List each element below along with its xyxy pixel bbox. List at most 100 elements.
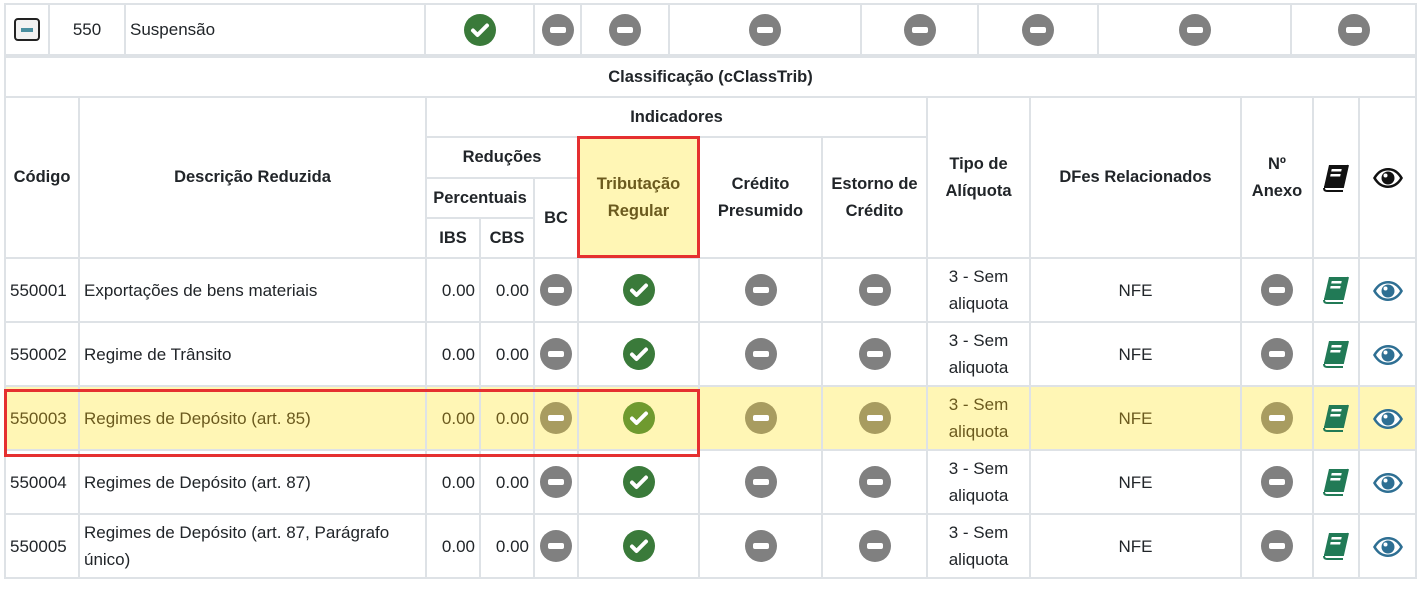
group-row-table: 550 Suspensão <box>4 3 1417 56</box>
eye-icon[interactable] <box>1372 280 1404 302</box>
header-codigo: Código <box>4 96 80 259</box>
header-book <box>1312 96 1360 259</box>
minus-circle-icon <box>1178 13 1211 46</box>
book-icon[interactable] <box>1322 467 1350 497</box>
credito-presumido-cell <box>698 257 823 323</box>
header-credito-presumido: Crédito Presumido <box>698 136 823 259</box>
check-icon <box>622 274 655 306</box>
minus-circle-icon <box>540 274 572 306</box>
eye-icon[interactable] <box>1372 344 1404 366</box>
book-button[interactable] <box>1312 321 1360 387</box>
cbs-cell: 0.00 <box>479 385 535 451</box>
minus-circle-icon <box>1022 13 1054 46</box>
tributacao-cell <box>577 449 700 515</box>
descricao-cell: Regimes de Depósito (art. 85) <box>78 385 427 451</box>
ibs-cell: 0.00 <box>425 321 481 387</box>
minus-circle-icon <box>744 466 777 498</box>
header-anexo: Nº Anexo <box>1240 96 1314 259</box>
view-button[interactable] <box>1357 257 1418 323</box>
minus-circle-icon <box>744 530 777 562</box>
estorno-cell <box>821 513 928 579</box>
group-indicator-cell <box>424 3 535 56</box>
minus-circle-icon <box>858 338 891 370</box>
minus-circle-icon <box>1261 402 1293 434</box>
eye-icon[interactable] <box>1372 536 1404 558</box>
minus-circle-icon <box>744 274 777 306</box>
anexo-cell <box>1240 385 1314 451</box>
eye-icon <box>1372 167 1403 188</box>
anexo-cell <box>1240 257 1314 323</box>
tributacao-cell <box>577 513 700 579</box>
estorno-cell <box>821 449 928 515</box>
ibs-cell: 0.00 <box>425 513 481 579</box>
check-icon <box>622 466 655 498</box>
cbs-cell: 0.00 <box>479 513 535 579</box>
book-icon[interactable] <box>1322 403 1350 433</box>
book-button[interactable] <box>1312 385 1360 451</box>
minus-circle-icon <box>903 13 936 46</box>
view-button[interactable] <box>1357 513 1418 579</box>
descricao-cell: Exportações de bens materiais <box>78 257 427 323</box>
group-row: 550 Suspensão <box>4 3 1417 56</box>
group-indicator-cell <box>533 3 582 56</box>
estorno-cell <box>821 257 928 323</box>
table-row: 550002 Regime de Trânsito 0.00 0.00 3 - … <box>4 321 1418 387</box>
minus-circle-icon <box>744 402 777 434</box>
header-estorno: Estorno de Crédito <box>821 136 928 259</box>
check-icon <box>622 530 655 562</box>
header-descricao: Descrição Reduzida <box>78 96 427 259</box>
header-indicadores: Indicadores <box>425 96 928 138</box>
book-icon <box>1323 164 1349 192</box>
tipo-aliquota-cell: 3 - Sem aliquota <box>926 321 1031 387</box>
minus-circle-icon <box>540 338 572 370</box>
bc-cell <box>533 321 579 387</box>
bc-cell <box>533 513 579 579</box>
minus-circle-icon <box>1261 530 1293 562</box>
dfes-cell: NFE <box>1029 321 1242 387</box>
codigo-cell: 550003 <box>4 385 80 451</box>
minus-circle-icon <box>744 338 777 370</box>
credito-presumido-cell <box>698 513 823 579</box>
classification-title: Classificação (cClassTrib) <box>3 56 1418 98</box>
header-cbs: CBS <box>479 217 535 259</box>
credito-presumido-cell <box>698 321 823 387</box>
minus-circle-icon <box>858 530 891 562</box>
view-button[interactable] <box>1357 449 1418 515</box>
book-icon[interactable] <box>1322 339 1350 369</box>
collapse-toggle-button[interactable] <box>14 18 40 41</box>
ibs-cell: 0.00 <box>425 257 481 323</box>
group-indicator-cell <box>860 3 979 56</box>
minus-circle-icon <box>749 13 781 46</box>
group-indicator-cell <box>1097 3 1292 56</box>
header-reducoes: Reduções <box>425 136 579 179</box>
table-row: 550001 Exportações de bens materiais 0.0… <box>4 257 1418 323</box>
check-icon <box>622 338 655 370</box>
book-icon[interactable] <box>1322 275 1350 305</box>
check-icon <box>622 402 655 434</box>
eye-icon[interactable] <box>1372 408 1404 430</box>
eye-icon[interactable] <box>1372 472 1404 494</box>
view-button[interactable] <box>1357 321 1418 387</box>
dfes-cell: NFE <box>1029 257 1242 323</box>
book-button[interactable] <box>1312 257 1360 323</box>
bc-cell <box>533 385 579 451</box>
header-bc: BC <box>533 177 579 259</box>
classification-table: Classificação (cClassTrib) Código Descri… <box>3 56 1418 579</box>
descricao-cell: Regimes de Depósito (art. 87) <box>78 449 427 515</box>
dfes-cell: NFE <box>1029 513 1242 579</box>
book-button[interactable] <box>1312 449 1360 515</box>
cbs-cell: 0.00 <box>479 321 535 387</box>
descricao-cell: Regimes de Depósito (art. 87, Parágrafo … <box>78 513 427 579</box>
codigo-cell: 550001 <box>4 257 80 323</box>
minus-circle-icon <box>609 13 641 46</box>
book-icon[interactable] <box>1322 531 1350 561</box>
table-row: 550003 Regimes de Depósito (art. 85) 0.0… <box>4 385 1418 451</box>
credito-presumido-cell <box>698 449 823 515</box>
header-percentuais: Percentuais <box>425 177 535 219</box>
book-button[interactable] <box>1312 513 1360 579</box>
tipo-aliquota-cell: 3 - Sem aliquota <box>926 257 1031 323</box>
estorno-cell <box>821 385 928 451</box>
view-button[interactable] <box>1357 385 1418 451</box>
classification-panel: 550 Suspensão Classificação (cClassTrib)… <box>3 3 1418 579</box>
tipo-aliquota-cell: 3 - Sem aliquota <box>926 513 1031 579</box>
